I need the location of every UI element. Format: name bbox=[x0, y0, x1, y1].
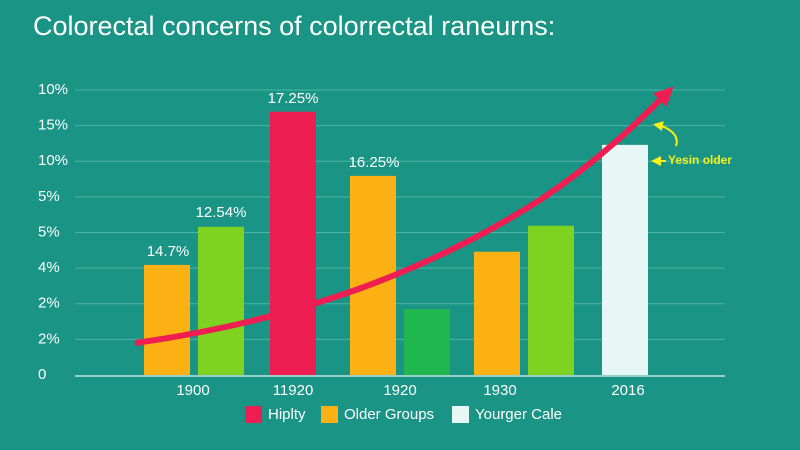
legend-label: Older Groups bbox=[344, 406, 434, 423]
y-tick-label: 15% bbox=[38, 117, 68, 134]
bar bbox=[198, 226, 244, 375]
legend-label: Yourger Cale bbox=[475, 406, 562, 423]
bar bbox=[144, 264, 190, 375]
bar bbox=[528, 225, 574, 375]
x-tick-label: 1930 bbox=[483, 382, 516, 399]
y-tick-label: 2% bbox=[38, 330, 60, 347]
y-tick-label: 5% bbox=[38, 223, 60, 240]
x-tick-label: 1920 bbox=[383, 382, 416, 399]
annotation: Yesin older bbox=[668, 153, 732, 167]
legend-swatch bbox=[452, 406, 469, 423]
annotation: 16.25% bbox=[349, 154, 400, 171]
annotation: 12.54% bbox=[196, 204, 247, 221]
annotation: 17.25% bbox=[268, 90, 319, 107]
legend-swatch bbox=[245, 406, 262, 423]
trend-arrow bbox=[134, 86, 674, 346]
chart-title: Colorectal concerns of colorrectal raneu… bbox=[33, 11, 555, 41]
y-tick-label: 2% bbox=[38, 295, 60, 312]
x-tick-label: 1900 bbox=[176, 382, 209, 399]
bar bbox=[474, 251, 520, 375]
y-tick-label: 10% bbox=[38, 81, 68, 98]
y-tick-label: 10% bbox=[38, 152, 68, 169]
legend-label: Hiplty bbox=[268, 406, 306, 423]
bar bbox=[602, 144, 648, 375]
bar bbox=[270, 111, 316, 375]
y-tick-label: 4% bbox=[38, 259, 60, 276]
y-tick-label: 5% bbox=[38, 188, 60, 205]
bar bbox=[404, 309, 450, 375]
x-tick-label: 11920 bbox=[273, 382, 314, 399]
annotation: 14.7% bbox=[147, 243, 190, 260]
y-tick-label: 0 bbox=[38, 366, 46, 383]
x-tick-label: 2016 bbox=[611, 382, 644, 399]
legend-swatch bbox=[321, 406, 338, 423]
annotation-arrow bbox=[653, 121, 678, 147]
